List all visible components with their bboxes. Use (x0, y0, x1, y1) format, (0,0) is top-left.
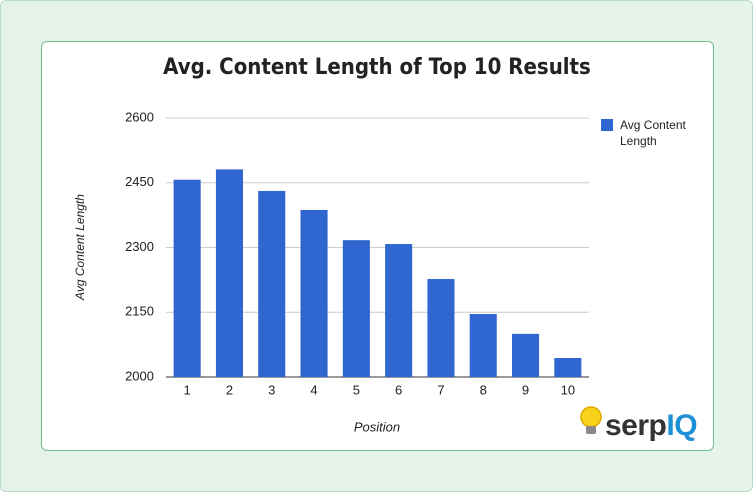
y-tick-label: 2150 (125, 304, 154, 319)
x-tick-label: 7 (437, 382, 444, 397)
logo-highlight: IQ (666, 409, 698, 442)
x-tick-label: 1 (184, 382, 191, 397)
legend-label: Avg Content Length (620, 118, 686, 148)
card (41, 41, 714, 451)
bar (554, 358, 582, 377)
bar (173, 179, 201, 377)
bar (427, 279, 455, 377)
x-tick-label: 2 (226, 382, 233, 397)
x-tick-label: 10 (561, 382, 575, 397)
bar (215, 169, 243, 377)
bar (258, 190, 286, 377)
x-tick-label: 9 (522, 382, 529, 397)
bar (342, 240, 370, 377)
bar (300, 209, 328, 377)
x-tick-label: 3 (268, 382, 275, 397)
x-tick-label: 8 (480, 382, 487, 397)
x-axis-label: Position (354, 419, 400, 434)
y-tick-label: 2450 (125, 174, 154, 189)
logo: serpIQ (579, 405, 698, 443)
y-tick-label: 2000 (125, 368, 154, 383)
bar (469, 313, 497, 377)
logo-bulb (580, 406, 602, 434)
y-axis-label: Avg Content Length (73, 194, 87, 301)
x-tick-label: 5 (353, 382, 360, 397)
legend-swatch (601, 119, 613, 131)
x-tick-label: 4 (310, 382, 317, 397)
y-tick-label: 2300 (125, 239, 154, 254)
bar (512, 333, 540, 377)
chart-title: Avg. Content Length of Top 10 Results (163, 55, 591, 80)
bar (385, 244, 413, 377)
x-tick-label: 6 (395, 382, 402, 397)
y-tick-label: 2600 (125, 109, 154, 124)
logo-text: serp (605, 409, 667, 442)
legend: Avg Content Length (601, 117, 711, 149)
